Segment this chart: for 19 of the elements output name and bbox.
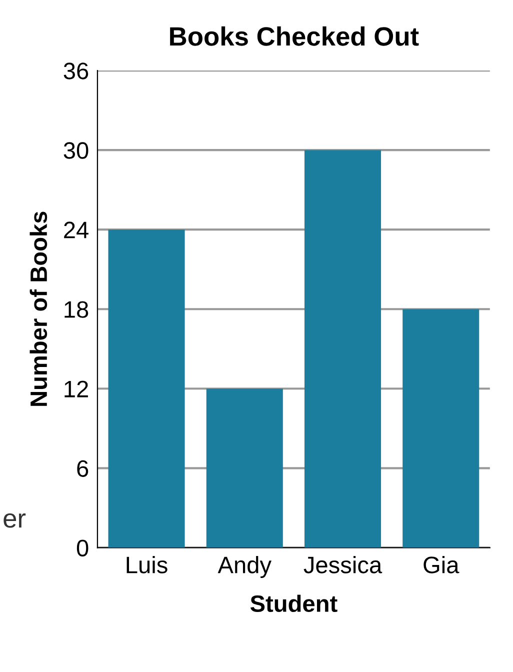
x-axis-title: Student [250, 594, 338, 612]
y-tick-label: 18 [64, 301, 88, 318]
bar [108, 230, 185, 548]
y-tick-label: 30 [64, 142, 88, 159]
x-tick-label: Andy [218, 556, 272, 578]
x-tick-label: Gia [424, 556, 460, 574]
chart-title: Books Checked Out [170, 26, 419, 46]
y-axis-title: Number of Books [30, 212, 48, 406]
x-tick-label: Jessica [304, 556, 382, 574]
y-tick-label: 12 [64, 380, 88, 398]
x-tick-label: Luis [126, 556, 168, 574]
bar [304, 150, 382, 548]
text: er [4, 513, 26, 528]
y-tick-label: 24 [64, 222, 88, 238]
bar [402, 309, 480, 548]
bar [206, 388, 283, 548]
y-tick-label: 36 [64, 62, 88, 80]
y-tick-label: 0 [76, 540, 88, 556]
y-tick-label: 6 [77, 460, 88, 477]
